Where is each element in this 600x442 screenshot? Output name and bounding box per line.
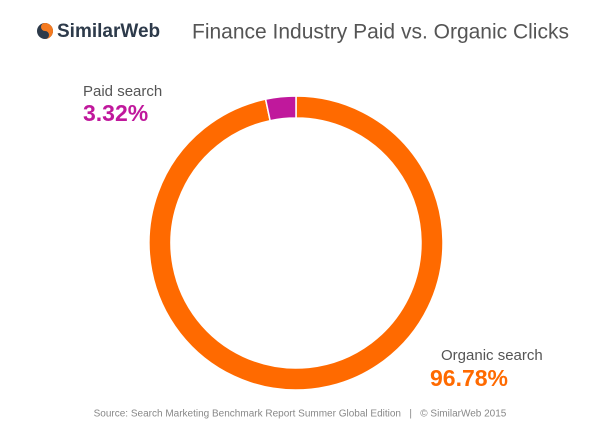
source: Source: Search Marketing Benchmark Repor… [94, 409, 507, 420]
donut-segment [148, 95, 444, 391]
category-label: Organic search [441, 347, 543, 364]
chart-title: Finance Industry Paid vs. Organic Clicks [192, 21, 569, 44]
value-label: 3.32% [83, 100, 148, 126]
donut-segment [264, 95, 297, 122]
logo-icon [37, 23, 53, 39]
logo-text: SimilarWeb [57, 21, 160, 42]
category-label: Paid search [83, 83, 162, 100]
value-label: 96.78% [430, 365, 508, 391]
logo-swirl [41, 23, 53, 39]
